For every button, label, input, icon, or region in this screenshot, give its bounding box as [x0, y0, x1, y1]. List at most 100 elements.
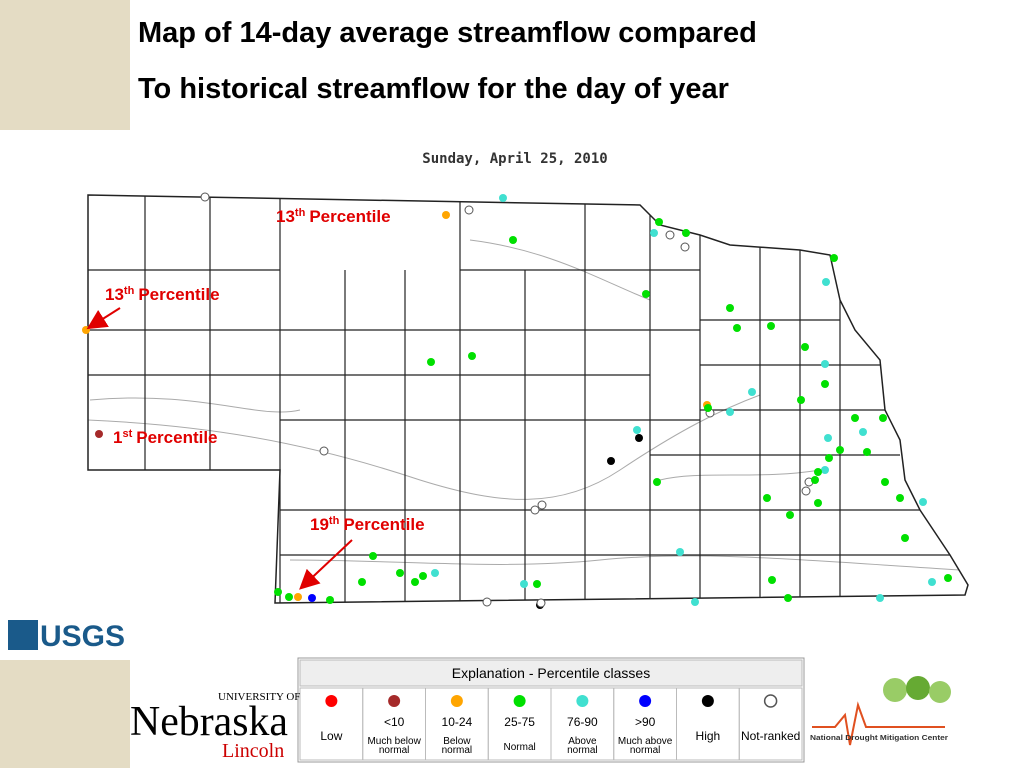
gauge-dot — [537, 500, 547, 510]
gauge-dot — [814, 499, 822, 507]
legend-range: <10 — [384, 715, 405, 729]
arrow — [299, 539, 353, 590]
gauge-dot — [830, 254, 838, 262]
gauge-dot — [482, 597, 492, 607]
gauge-dot — [876, 594, 884, 602]
legend-description: Above — [568, 736, 597, 747]
gauge-dot — [821, 466, 829, 474]
gauge-dot — [530, 505, 540, 515]
legend-swatch — [763, 694, 778, 708]
gauge-dot — [499, 194, 507, 202]
gauge-dot — [859, 428, 867, 436]
legend-cell — [738, 687, 803, 761]
legend-swatch — [388, 695, 401, 707]
gauge-dot — [396, 569, 404, 577]
gauge-dot — [468, 352, 476, 360]
gauge-dot — [319, 446, 329, 456]
gauge-dot — [879, 414, 887, 422]
gauge-dot — [419, 572, 427, 580]
gauge-dot — [944, 574, 952, 582]
usgs-logo: USGS — [40, 620, 125, 653]
gauge-dot — [767, 322, 775, 330]
gauge-dot — [95, 430, 103, 438]
ann-text: Percentile — [343, 515, 424, 534]
gauge-dot — [797, 396, 805, 404]
gauge-dot — [726, 408, 734, 416]
state-map — [87, 194, 969, 604]
gauge-dot — [836, 446, 844, 454]
legend-range: High — [696, 729, 721, 743]
ann-text: Percentile — [309, 207, 390, 226]
map-date: Sunday, April 25, 2010 — [422, 151, 607, 167]
legend-range: 10-24 — [442, 715, 473, 729]
gauge-dot — [821, 360, 829, 368]
gauge-dot — [824, 434, 832, 442]
annotation: 13th Percentile 13th Percentile 1st Percent… — [86, 207, 425, 590]
gauge-dot — [676, 548, 684, 556]
legend-header — [299, 659, 803, 687]
gauge-sites — [82, 192, 952, 609]
legend-description: Much below — [367, 736, 421, 747]
gauge-dot — [650, 229, 658, 237]
gauge-dot — [822, 278, 830, 286]
gauge-dot — [274, 588, 282, 596]
legend-description: Much above — [618, 736, 673, 747]
gauge-dot — [635, 434, 643, 442]
gauge-dot — [691, 598, 699, 606]
legend-description: normal — [379, 745, 410, 756]
legend-range: Not-ranked — [741, 729, 800, 743]
gauge-dot — [768, 576, 776, 584]
annotation-text: 13th Percentile — [105, 285, 220, 304]
gauge-dot — [294, 593, 302, 601]
gauge-dot — [821, 380, 829, 388]
gauge-dot — [536, 598, 546, 608]
gauge-dot — [704, 404, 712, 412]
university-text: UNIVERSITY OF — [218, 691, 300, 703]
gauge-dot — [763, 494, 771, 502]
gauge-dot — [369, 552, 377, 560]
legend-range: >90 — [635, 715, 656, 729]
ann-number: 1 — [113, 428, 122, 447]
ann-suffix: th — [124, 285, 135, 297]
gauge-dot — [901, 534, 909, 542]
gauge-dot — [633, 426, 641, 434]
gauge-dot — [326, 596, 334, 604]
legend-description: normal — [567, 745, 598, 756]
ndmc-tree — [906, 676, 930, 700]
ann-suffix: th — [295, 207, 306, 219]
title: Map of 14-day average streamflow compare… — [138, 17, 757, 49]
gauge-dot — [653, 478, 661, 486]
gauge-dot — [786, 511, 794, 519]
ndmc-line — [812, 701, 945, 746]
gauge-dot — [733, 324, 741, 332]
ann-suffix: th — [329, 515, 340, 527]
texture — [0, 0, 130, 130]
legend-description: Below — [443, 736, 471, 747]
gauge-dot — [642, 290, 650, 298]
lincoln-text: Lincoln — [222, 740, 284, 762]
gauge-dot — [896, 494, 904, 502]
gauge-dot — [665, 230, 675, 240]
legend-swatch — [450, 695, 463, 707]
legend-range: 25-75 — [504, 715, 535, 729]
annotation-text: 13th Percentile — [276, 207, 391, 226]
gauge-dot — [863, 448, 871, 456]
ann-suffix: st — [122, 428, 132, 440]
gauge-dot — [358, 578, 366, 586]
gauge-dot — [825, 454, 833, 462]
gauge-dot — [533, 580, 541, 588]
gauge-dot — [431, 569, 439, 577]
gauge-dot — [784, 594, 792, 602]
nebraska-text: Nebraska — [130, 699, 288, 745]
annotation-text: 1st Percentile — [113, 428, 218, 447]
legend-title: Explanation - Percentile classes — [452, 665, 650, 681]
gauge-dot — [928, 578, 936, 586]
gauge-dot — [607, 457, 615, 465]
gauge-dot — [464, 205, 474, 215]
gauge-dot — [520, 580, 528, 588]
legend-swatch — [513, 695, 526, 707]
ndmc-tree — [929, 681, 951, 703]
legend-swatch — [639, 695, 652, 707]
gauge-dot — [851, 414, 859, 422]
